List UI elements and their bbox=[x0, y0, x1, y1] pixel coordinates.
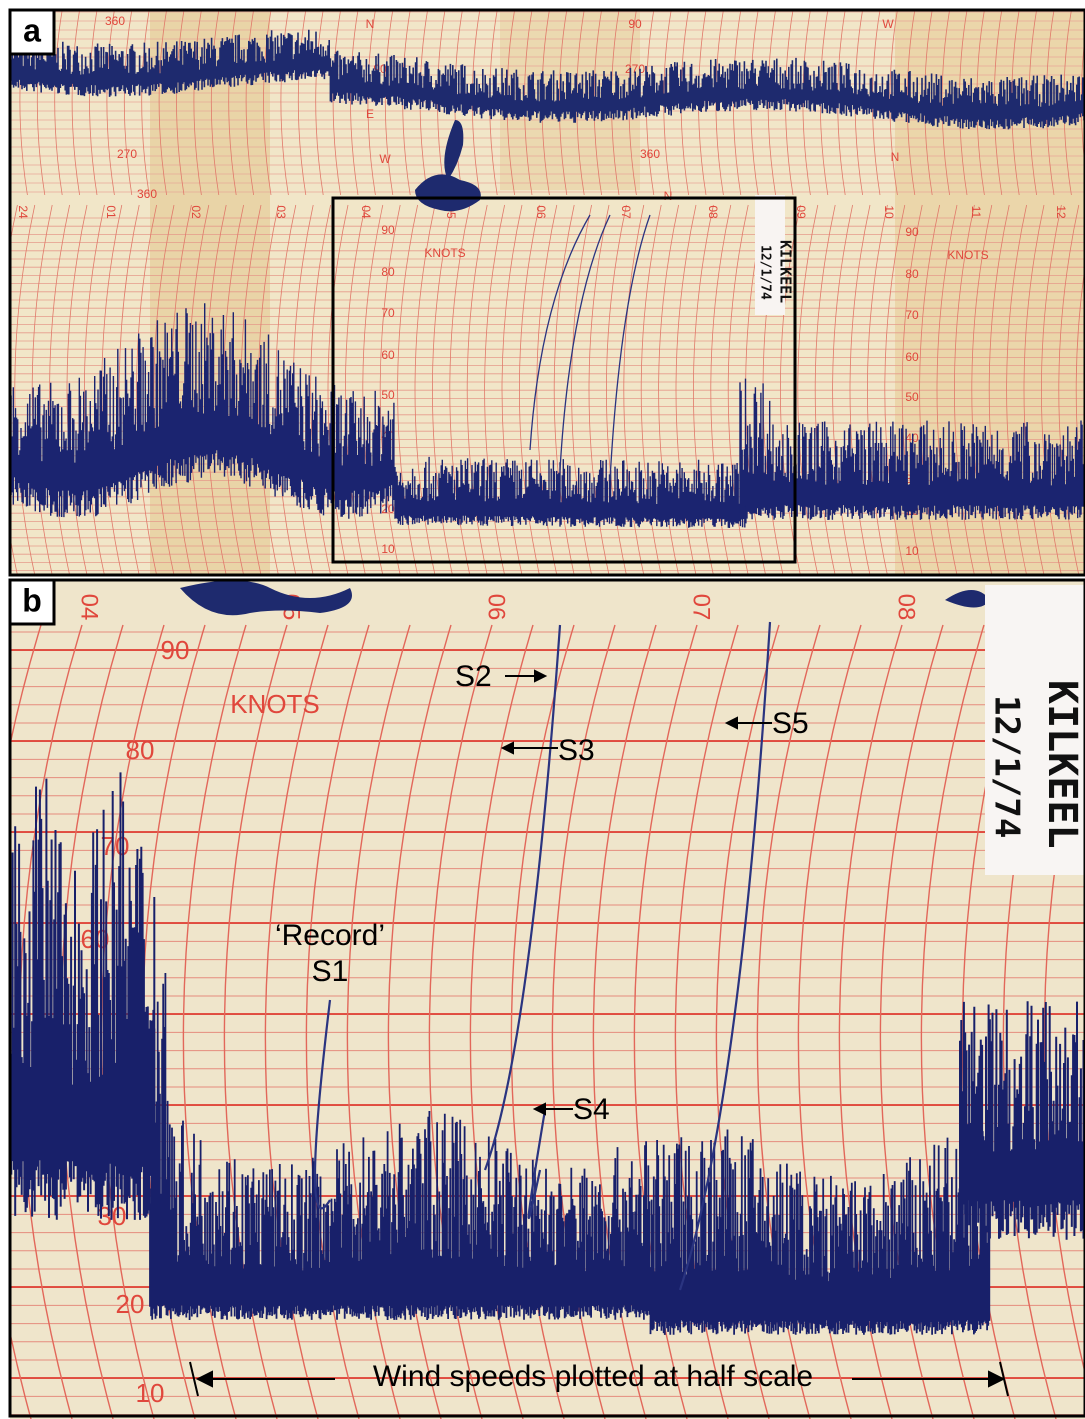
gust-trace bbox=[529, 214, 591, 451]
annotation: ‘Record’ bbox=[275, 919, 385, 952]
hour-label: 04 bbox=[359, 205, 373, 219]
compass-label: N bbox=[664, 189, 673, 203]
speed-label: 90 bbox=[905, 225, 919, 239]
hour-label: 01 bbox=[104, 205, 118, 219]
speed-label: 70 bbox=[381, 306, 395, 320]
hour-label: 06 bbox=[534, 205, 548, 219]
ink-trace bbox=[10, 772, 156, 1220]
compass-label: W bbox=[379, 152, 391, 166]
speed-label: 20 bbox=[116, 1289, 145, 1319]
compass-label: 360 bbox=[640, 147, 660, 161]
compass-label: N bbox=[891, 150, 900, 164]
gust-trace bbox=[527, 1109, 547, 1220]
arrows bbox=[500, 669, 772, 1116]
speed-label: 70 bbox=[905, 308, 919, 322]
compass-label: 90 bbox=[628, 17, 642, 31]
speed-label: 60 bbox=[905, 350, 919, 364]
compass-label: E bbox=[366, 107, 374, 121]
annotation: S1 bbox=[312, 955, 349, 988]
zoom-box bbox=[331, 196, 797, 564]
hour-label: 11 bbox=[969, 206, 983, 219]
compass-label: 360 bbox=[105, 14, 125, 28]
hour-label: 03 bbox=[274, 205, 288, 219]
ink-trace bbox=[10, 303, 395, 519]
station-handwriting: KILKEEL bbox=[1039, 680, 1085, 849]
label-sticker bbox=[985, 585, 1085, 875]
date-handwriting: 12/1/74 bbox=[758, 245, 773, 300]
panel-label-box bbox=[8, 8, 56, 56]
compass-label: W bbox=[882, 17, 894, 31]
hour-label: 09 bbox=[794, 205, 808, 219]
ink-trace bbox=[149, 973, 991, 1335]
speed-label: 90 bbox=[381, 223, 395, 237]
speed-label: 70 bbox=[101, 831, 130, 861]
speed-label: 90 bbox=[161, 635, 190, 665]
compass-label: N bbox=[366, 17, 375, 31]
hour-label: 07 bbox=[688, 594, 715, 621]
ink-trace bbox=[10, 29, 1085, 130]
ink-trace bbox=[394, 456, 748, 528]
knots-label: KNOTS bbox=[947, 248, 988, 262]
knots-label: KNOTS bbox=[424, 246, 465, 260]
compass-label: 360 bbox=[137, 187, 157, 201]
panel-label: a bbox=[23, 12, 41, 48]
hour-label: 02 bbox=[189, 205, 203, 219]
label-sticker bbox=[755, 195, 785, 315]
ink-blot bbox=[415, 120, 481, 212]
annotation: S4 bbox=[573, 1093, 610, 1126]
speed-label: 80 bbox=[905, 267, 919, 281]
ink-blot bbox=[180, 580, 990, 616]
speed-label: 10 bbox=[381, 542, 395, 556]
speed-label: 50 bbox=[905, 390, 919, 404]
speed-label: 10 bbox=[905, 544, 919, 558]
compass-label: 270 bbox=[117, 147, 137, 161]
hour-label: 10 bbox=[882, 205, 896, 219]
gust-trace bbox=[483, 624, 562, 1171]
panel-b: 0405060708KNOTS90807060302010KILKEEL12/1… bbox=[10, 580, 1085, 1419]
date-handwriting: 12/1/74 bbox=[987, 695, 1027, 838]
hour-label: 08 bbox=[893, 594, 920, 621]
speed-label: 10 bbox=[136, 1378, 165, 1408]
ink-trace bbox=[739, 378, 1085, 520]
gust-trace bbox=[609, 214, 651, 481]
hour-label: 24 bbox=[16, 205, 30, 219]
annotation: S3 bbox=[558, 734, 595, 767]
stain bbox=[150, 10, 270, 575]
panel-label: b bbox=[22, 582, 42, 618]
annotation: Wind speeds plotted at half scale bbox=[373, 1360, 813, 1393]
gust-trace bbox=[678, 621, 772, 1291]
scale-arrow bbox=[189, 1361, 1009, 1397]
annotation: S5 bbox=[772, 707, 809, 740]
hour-label: 08 bbox=[706, 205, 720, 219]
panel-label-box bbox=[8, 578, 56, 626]
station-handwriting: KILKEEL bbox=[777, 240, 795, 303]
gust-trace bbox=[559, 214, 611, 471]
ink-trace bbox=[959, 1001, 1085, 1240]
panel-a-border bbox=[8, 8, 1085, 577]
hour-label: 07 bbox=[619, 205, 633, 219]
hour-label: 06 bbox=[483, 594, 510, 621]
speed-label: 50 bbox=[381, 388, 395, 402]
speed-label: 80 bbox=[126, 735, 155, 765]
speed-label: 60 bbox=[381, 348, 395, 362]
knots-label: KNOTS bbox=[230, 689, 320, 719]
gust-trace bbox=[313, 999, 332, 1210]
panel-b-border bbox=[8, 578, 1085, 1418]
hour-label: 12 bbox=[1054, 205, 1068, 219]
annotation: S2 bbox=[455, 660, 492, 693]
speed-label: 80 bbox=[381, 265, 395, 279]
hour-label: 04 bbox=[76, 594, 103, 621]
speed-label: 20 bbox=[381, 502, 395, 516]
